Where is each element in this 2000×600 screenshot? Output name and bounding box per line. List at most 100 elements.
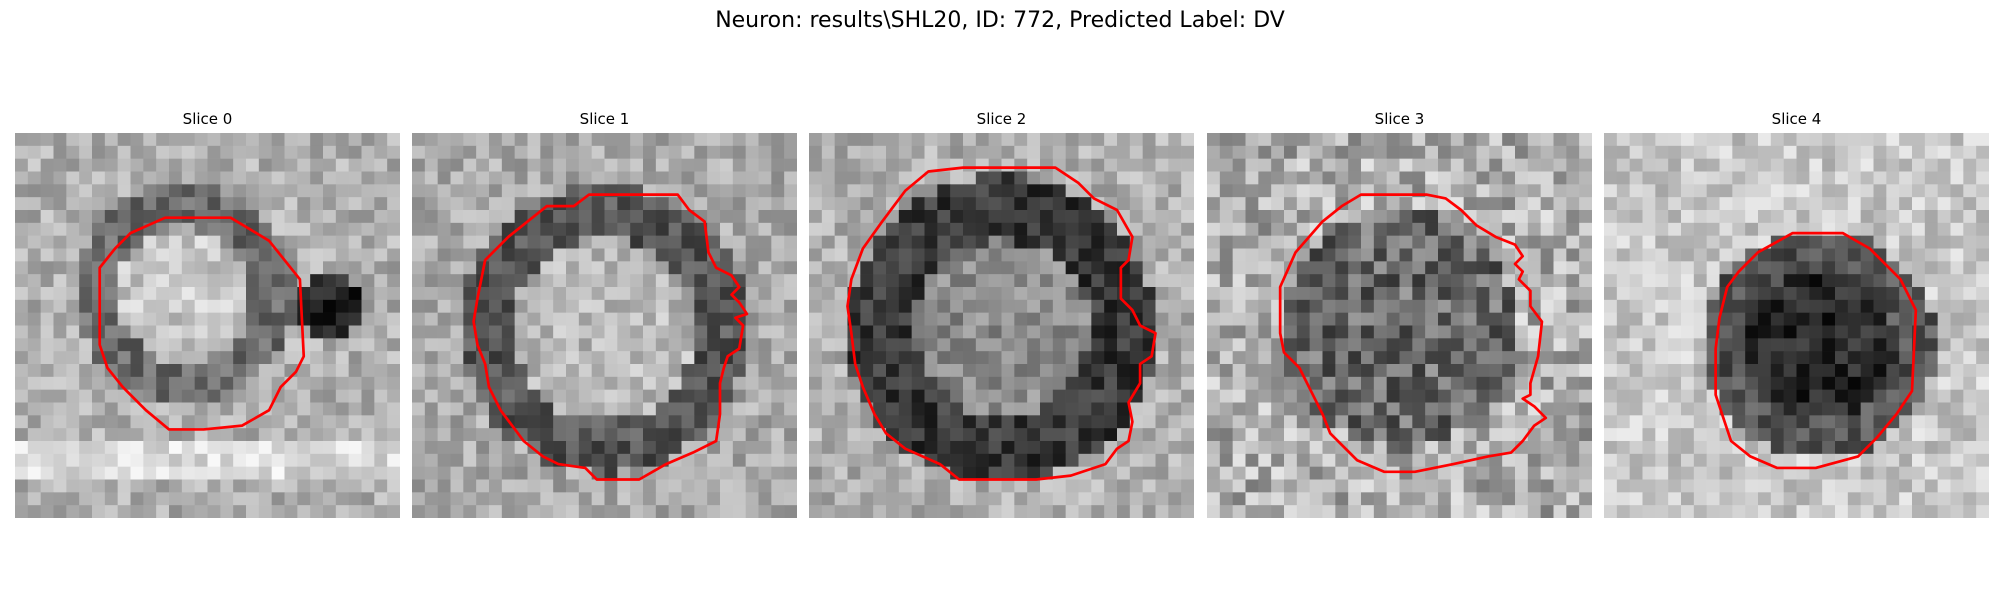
pixel [1489, 415, 1503, 429]
pixel [617, 428, 631, 442]
pixel [348, 351, 362, 365]
pixel [130, 197, 144, 211]
pixel [53, 158, 67, 172]
pixel [246, 453, 260, 467]
pixel [630, 338, 644, 352]
pixel [1732, 492, 1746, 506]
pixel [1219, 133, 1233, 147]
pixel [1181, 453, 1194, 467]
pixel [1655, 248, 1669, 262]
pixel [1642, 210, 1656, 224]
pixel [1579, 453, 1592, 467]
pixel [1117, 287, 1131, 301]
pixel [1540, 287, 1554, 301]
pixel [1976, 492, 1989, 506]
pixel [1309, 325, 1323, 339]
pixel [1078, 248, 1092, 262]
pixel [233, 158, 247, 172]
pixel [1335, 133, 1349, 147]
pixel [117, 505, 131, 518]
pixel [79, 466, 93, 480]
pixel [117, 351, 131, 365]
pixel [527, 466, 541, 480]
pixel [1899, 466, 1913, 480]
pixel [104, 492, 118, 506]
pixel [566, 133, 580, 147]
pixel [898, 158, 912, 172]
pixel [1540, 402, 1554, 416]
pixel [348, 466, 362, 480]
pixel [1104, 145, 1118, 159]
pixel [1155, 325, 1169, 339]
pixel [1847, 402, 1861, 416]
pixel [233, 145, 247, 159]
pixel [1412, 479, 1426, 493]
pixel [424, 441, 438, 455]
pixel [1399, 505, 1413, 518]
pixel [437, 197, 451, 211]
pixel [1553, 364, 1567, 378]
pixel [450, 248, 464, 262]
pixel [1361, 248, 1375, 262]
pixel [1181, 492, 1194, 506]
pixel [1809, 466, 1823, 480]
pixel [847, 210, 861, 224]
pixel [348, 325, 362, 339]
pixel [15, 235, 29, 249]
pixel [1758, 415, 1772, 429]
pixel [323, 274, 337, 288]
pixel [1245, 415, 1259, 429]
pixel [348, 312, 362, 326]
pixel [1001, 312, 1015, 326]
pixel [335, 479, 349, 493]
pixel [1527, 158, 1541, 172]
pixel [1796, 248, 1810, 262]
pixel [527, 453, 541, 467]
pixel [1873, 325, 1887, 339]
pixel [1681, 171, 1695, 185]
pixel [1463, 287, 1477, 301]
pixel [950, 364, 964, 378]
pixel [1809, 312, 1823, 326]
pixel [1693, 184, 1707, 198]
pixel [1886, 222, 1900, 236]
pixel [988, 210, 1002, 224]
pixel [1412, 248, 1426, 262]
pixel [668, 299, 682, 313]
pixel [310, 235, 324, 249]
pixel [501, 325, 515, 339]
pixel [169, 505, 183, 518]
pixel [1181, 222, 1194, 236]
pixel [630, 248, 644, 262]
pixel [463, 210, 477, 224]
pixel [1373, 402, 1387, 416]
pixel [1847, 428, 1861, 442]
pixel [1924, 299, 1938, 313]
pixel [207, 312, 221, 326]
pixel [1822, 441, 1836, 455]
pixel [911, 158, 925, 172]
pixel [40, 441, 54, 455]
pixel [924, 479, 938, 493]
pixel [66, 261, 80, 275]
pixel [591, 492, 605, 506]
pixel [975, 389, 989, 403]
pixel [450, 261, 464, 275]
pixel [437, 415, 451, 429]
pixel [1835, 235, 1849, 249]
pixel [1463, 415, 1477, 429]
pixel [784, 158, 797, 172]
pixel [1284, 453, 1298, 467]
pixel [412, 466, 426, 480]
pixel [323, 184, 337, 198]
pixel [1899, 158, 1913, 172]
pixel [1616, 287, 1630, 301]
pixel [1655, 415, 1669, 429]
pixel [975, 415, 989, 429]
pixel [668, 287, 682, 301]
pixel [886, 222, 900, 236]
pixel [15, 299, 29, 313]
pixel [15, 389, 29, 403]
pixel [1322, 197, 1336, 211]
pixel [1924, 325, 1938, 339]
